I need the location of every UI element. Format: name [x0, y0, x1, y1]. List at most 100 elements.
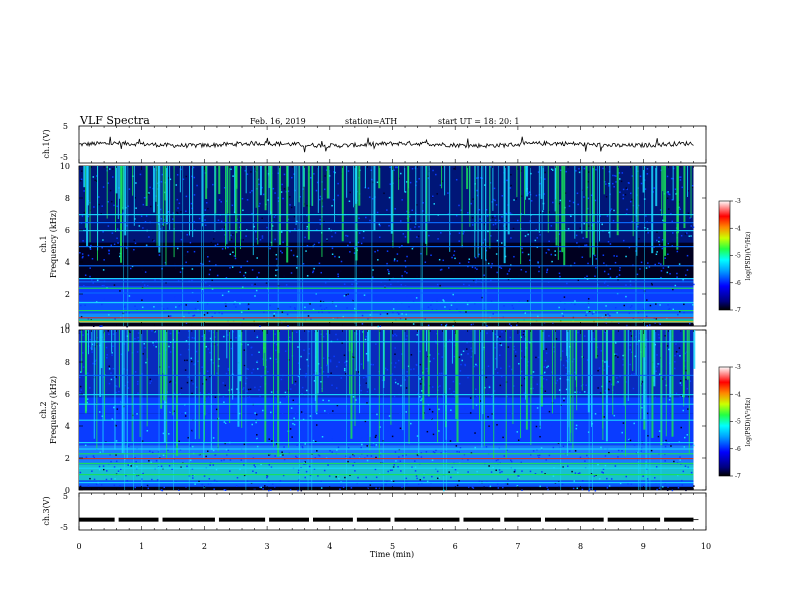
noise-speckle: [602, 472, 604, 474]
sferic-streak: [589, 166, 591, 258]
noise-speckle: [431, 411, 434, 413]
sferic-streak: [210, 330, 212, 450]
noise-speckle: [179, 353, 182, 356]
noise-speckle: [687, 466, 689, 469]
noise-speckle: [129, 294, 132, 296]
noise-speckle: [391, 469, 393, 471]
noise-speckle: [178, 489, 180, 491]
noise-speckle: [667, 486, 669, 488]
noise-speckle: [629, 284, 632, 286]
noise-speckle: [318, 241, 320, 244]
noise-speckle: [496, 424, 498, 426]
noise-speckle: [192, 383, 194, 385]
noise-speckle: [672, 308, 675, 311]
sferic-streak: [252, 166, 254, 256]
sferic-streak: [291, 330, 293, 384]
noise-speckle: [203, 314, 206, 316]
sferic-streak: [96, 330, 98, 449]
noise-speckle: [567, 370, 569, 373]
noise-speckle: [182, 178, 185, 181]
noise-speckle: [186, 465, 188, 468]
noise-speckle: [128, 295, 131, 297]
noise-speckle: [687, 408, 689, 410]
noise-speckle: [80, 424, 83, 427]
noise-speckle: [312, 439, 315, 442]
noise-speckle: [149, 438, 151, 440]
sferic-streak: [632, 330, 634, 372]
sferic-streak: [398, 166, 400, 190]
noise-speckle: [688, 235, 691, 237]
noise-speckle: [401, 199, 403, 201]
sferic-streak: [426, 330, 428, 352]
noise-speckle: [510, 459, 512, 462]
noise-speckle: [555, 338, 558, 340]
noise-speckle: [677, 474, 679, 477]
sferic-streak: [264, 166, 267, 211]
noise-speckle: [493, 390, 496, 392]
noise-speckle: [456, 450, 458, 453]
sferic-streak: [444, 166, 446, 196]
sferic-streak: [489, 166, 491, 249]
noise-speckle: [626, 188, 629, 191]
noise-speckle: [300, 355, 302, 358]
noise-speckle: [496, 336, 499, 338]
noise-speckle: [496, 397, 498, 399]
noise-speckle: [675, 351, 678, 353]
sferic-streak: [632, 166, 634, 237]
noise-speckle: [427, 177, 430, 179]
noise-speckle: [237, 290, 240, 292]
noise-speckle: [500, 344, 503, 346]
noise-speckle: [631, 305, 633, 307]
sferic-streak: [298, 166, 300, 203]
noise-speckle: [435, 342, 437, 344]
noise-speckle: [391, 435, 394, 438]
noise-speckle: [253, 225, 255, 228]
noise-speckle: [630, 443, 632, 445]
noise-speckle: [432, 295, 434, 298]
noise-speckle: [95, 180, 98, 182]
noise-speckle: [345, 234, 347, 237]
noise-speckle: [592, 296, 594, 298]
noise-speckle: [610, 478, 613, 480]
noise-speckle: [209, 407, 211, 410]
noise-speckle: [136, 465, 138, 468]
sferic-streak: [575, 330, 577, 381]
station-label: station=ATH: [345, 117, 397, 126]
noise-speckle: [306, 204, 308, 207]
noise-speckle: [523, 311, 525, 313]
noise-speckle: [494, 199, 496, 202]
transmitter-line: [79, 222, 694, 224]
noise-speckle: [309, 428, 311, 430]
transmitter-line: [79, 230, 694, 232]
noise-speckle: [99, 451, 101, 454]
noise-speckle: [254, 412, 256, 414]
noise-speckle: [508, 434, 511, 436]
noise-speckle: [209, 464, 211, 466]
noise-speckle: [595, 438, 597, 441]
noise-speckle: [378, 223, 381, 226]
noise-speckle: [190, 357, 192, 360]
noise-speckle: [499, 335, 501, 338]
noise-speckle: [453, 320, 456, 322]
noise-speckle: [174, 267, 177, 270]
noise-speckle: [691, 420, 693, 422]
sferic-streak: [547, 166, 549, 233]
sferic-streak: [237, 330, 240, 427]
noise-speckle: [470, 323, 473, 326]
noise-speckle: [690, 471, 693, 474]
noise-speckle: [356, 482, 358, 485]
noise-speckle: [295, 430, 298, 433]
noise-speckle: [185, 322, 188, 324]
noise-speckle: [377, 325, 379, 328]
noise-speckle: [448, 339, 451, 341]
sferic-streak: [643, 330, 646, 420]
noise-speckle: [89, 477, 91, 480]
noise-speckle: [479, 428, 481, 430]
noise-speckle: [496, 483, 499, 486]
noise-speckle: [291, 398, 293, 401]
noise-speckle: [431, 459, 434, 461]
noise-speckle: [689, 217, 691, 219]
noise-speckle: [225, 372, 228, 375]
noise-speckle: [318, 262, 321, 265]
noise-speckle: [621, 407, 623, 409]
